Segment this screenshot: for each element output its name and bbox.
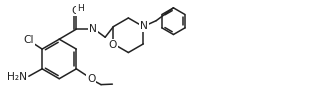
Text: N: N xyxy=(140,21,148,31)
Text: H₂N: H₂N xyxy=(7,72,27,82)
Text: N: N xyxy=(89,24,97,34)
Text: H: H xyxy=(77,4,84,13)
Text: O: O xyxy=(72,6,80,16)
Text: Cl: Cl xyxy=(23,35,34,45)
Text: O: O xyxy=(108,40,117,50)
Text: O: O xyxy=(87,74,95,84)
